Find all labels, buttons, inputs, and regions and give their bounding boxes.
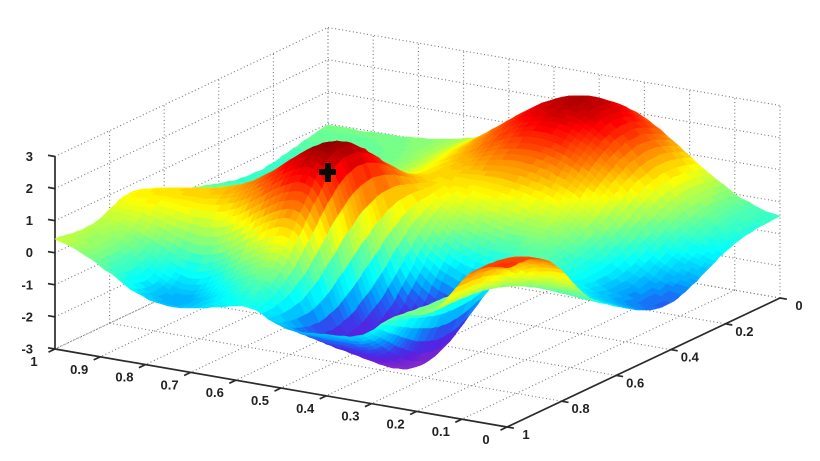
svg-text:0.2: 0.2 [387, 416, 405, 431]
svg-text:0: 0 [482, 432, 489, 447]
svg-text:1: 1 [26, 213, 33, 228]
svg-text:1: 1 [30, 354, 37, 369]
svg-text:0: 0 [795, 298, 802, 313]
svg-text:0.9: 0.9 [70, 362, 88, 377]
svg-text:0.8: 0.8 [572, 401, 590, 416]
svg-text:0.2: 0.2 [735, 324, 753, 339]
svg-text:0.3: 0.3 [341, 409, 359, 424]
svg-text:3: 3 [26, 149, 33, 164]
svg-text:1: 1 [522, 427, 529, 442]
svg-text:0.4: 0.4 [296, 401, 315, 416]
svg-text:0.8: 0.8 [115, 370, 133, 385]
svg-text:0.6: 0.6 [206, 385, 224, 400]
svg-text:0.1: 0.1 [432, 424, 450, 439]
svg-text:2: 2 [26, 181, 33, 196]
svg-text:-3: -3 [21, 342, 33, 357]
svg-text:-2: -2 [21, 309, 33, 324]
svg-text:0.6: 0.6 [626, 375, 644, 390]
svg-text:-1: -1 [21, 277, 33, 292]
svg-text:0.4: 0.4 [681, 350, 700, 365]
svg-text:0: 0 [26, 245, 33, 260]
svg-text:0.7: 0.7 [161, 377, 179, 392]
svg-text:0.5: 0.5 [251, 393, 269, 408]
